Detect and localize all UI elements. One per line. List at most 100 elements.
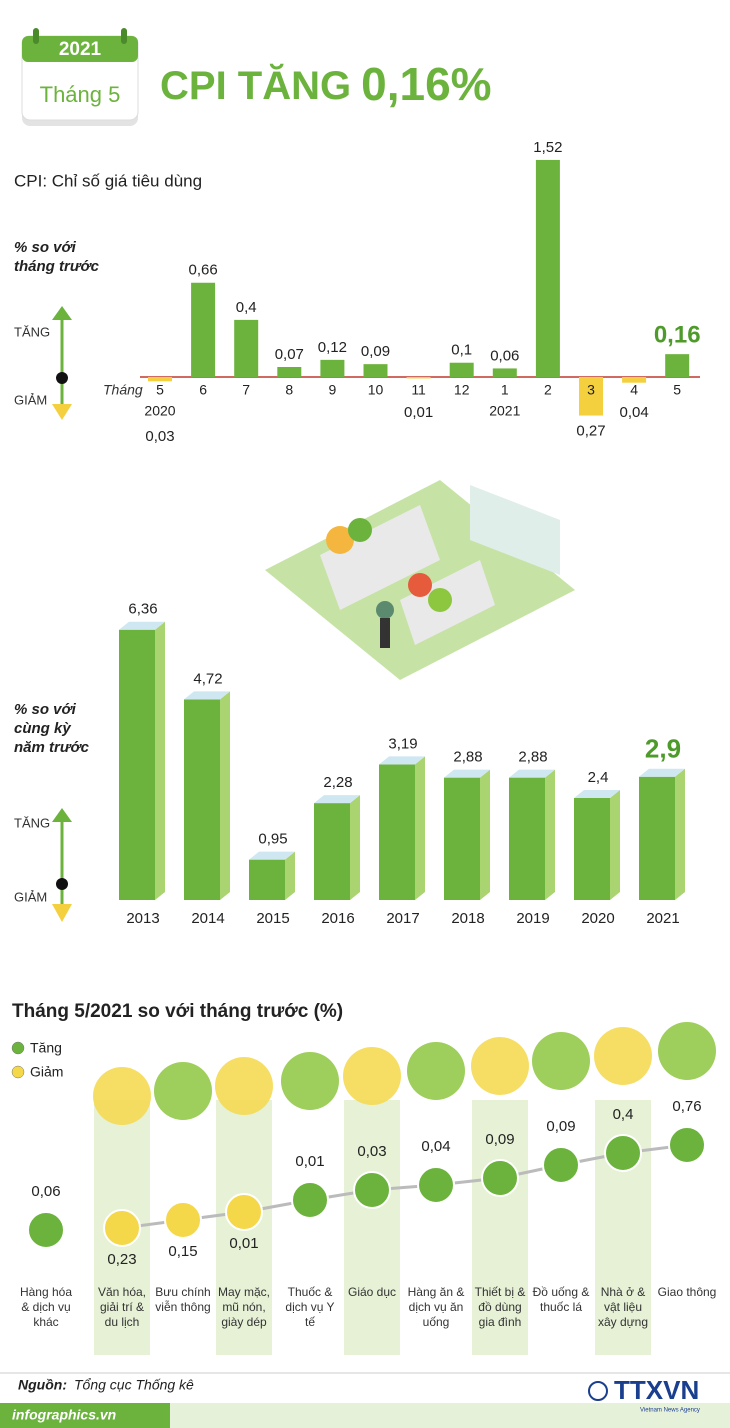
value-label: 0,01 [404,404,433,421]
bar-side [220,691,230,900]
x-tick-label: 4 [630,382,638,398]
bar [363,364,388,377]
value-label: 0,16 [654,321,701,348]
bar-top [249,851,295,860]
bar-top [379,756,425,765]
x-tick-label: 2016 [321,910,354,927]
bar-top [314,795,360,804]
x-tick-label: 7 [242,382,250,398]
x-tick-label: 6 [199,382,207,398]
bar-side [480,769,490,900]
source-text: Tổng cục Thống kê [74,1377,194,1393]
bar [277,367,302,377]
legend-label: Giảm [30,1064,63,1080]
bar [379,764,415,900]
x-tick-label: 12 [454,382,470,398]
x-tick-label: 2019 [516,910,549,927]
value-label: 0,09 [361,343,390,360]
value-label: 4,72 [193,670,222,687]
x-group-label: 2020 [144,403,175,419]
subtitle: CPI: Chỉ số giá tiêu dùng [14,171,202,190]
bar [320,359,345,377]
value-label: 0,27 [576,423,605,440]
x-tick-label: 2021 [646,910,679,927]
value-label: 0,4 [236,299,257,316]
category-label: May mặc, mũ nón, giày dép [217,1285,270,1329]
category-label: Thiết bị & đồ dùng gia đình [474,1285,526,1329]
legend-label: Tăng [30,1040,62,1056]
bar [535,159,560,377]
value-label: 0,4 [613,1106,634,1123]
category-icon [215,1057,273,1115]
bar [449,362,474,377]
category-icon [407,1042,465,1100]
value-label: 0,01 [229,1235,258,1252]
value-label: 3,19 [388,735,417,752]
x-tick-label: 11 [411,382,426,398]
value-label: 0,03 [357,1143,386,1160]
bar-side [350,795,360,900]
category-label: Văn hóa, giải trí & du lịch [97,1285,147,1329]
category-label: Giáo dục [347,1285,397,1299]
bar [622,377,647,383]
dot [417,1166,455,1204]
category-label: Giao thông [657,1285,717,1299]
bar [406,377,431,379]
illustration [265,480,575,680]
bar-top [509,769,555,778]
value-label: 2,28 [323,774,352,791]
value-label: 2,88 [453,749,482,766]
bar-side [155,621,165,900]
bar [249,859,285,900]
down-label: GIẢM [14,889,47,904]
x-tick-label: 5 [156,382,164,398]
bar [579,377,603,416]
bar [639,776,675,900]
value-label: 0,07 [275,346,304,363]
bar-top [184,691,230,700]
category-icon [154,1062,212,1120]
bar [314,803,350,900]
category-label: Hàng ăn & dịch vụ ăn uống [407,1285,465,1329]
footer-band [170,1403,730,1428]
value-label: 0,95 [258,831,287,848]
category-icon [594,1027,652,1085]
footer-site: infographics.vn [12,1407,116,1423]
category-label: Hàng hóa & dịch vụ khác [19,1285,73,1329]
value-label: 0,76 [672,1098,701,1115]
bar-side [610,790,620,900]
x-tick-label: 2018 [451,910,484,927]
y-axis-label: % so với cùng kỳ năm trước [14,701,89,756]
value-label: 0,03 [145,428,174,445]
category-icon [471,1037,529,1095]
value-label: 2,9 [645,734,681,764]
footer-band [0,1403,170,1428]
dot [103,1209,141,1247]
bar-top [119,621,165,630]
bar-side [545,769,555,900]
x-tick-label: 9 [329,382,337,398]
chart-title: Tháng 5/2021 so với tháng trước (%) [12,1001,343,1022]
source-label: Nguồn: [18,1377,67,1393]
up-label: TĂNG [14,815,50,830]
x-tick-label: 2013 [126,910,159,927]
logo: TTXVN [614,1375,699,1405]
dot [164,1201,202,1239]
bar [492,368,517,377]
y-axis-label: % so với tháng trước [14,239,99,275]
category-icon [281,1052,339,1110]
copyright-icon [588,1381,608,1401]
value-label: 0,12 [318,339,347,356]
dot [291,1181,329,1219]
calendar-month: Tháng 5 [40,82,121,107]
dot [542,1146,580,1184]
legend-swatch [11,1065,25,1079]
down-label: GIẢM [14,392,47,407]
category-icon [532,1032,590,1090]
direction-indicator [52,808,72,922]
bar [184,699,220,900]
direction-indicator [52,306,72,420]
value-label: 0,06 [490,347,519,364]
